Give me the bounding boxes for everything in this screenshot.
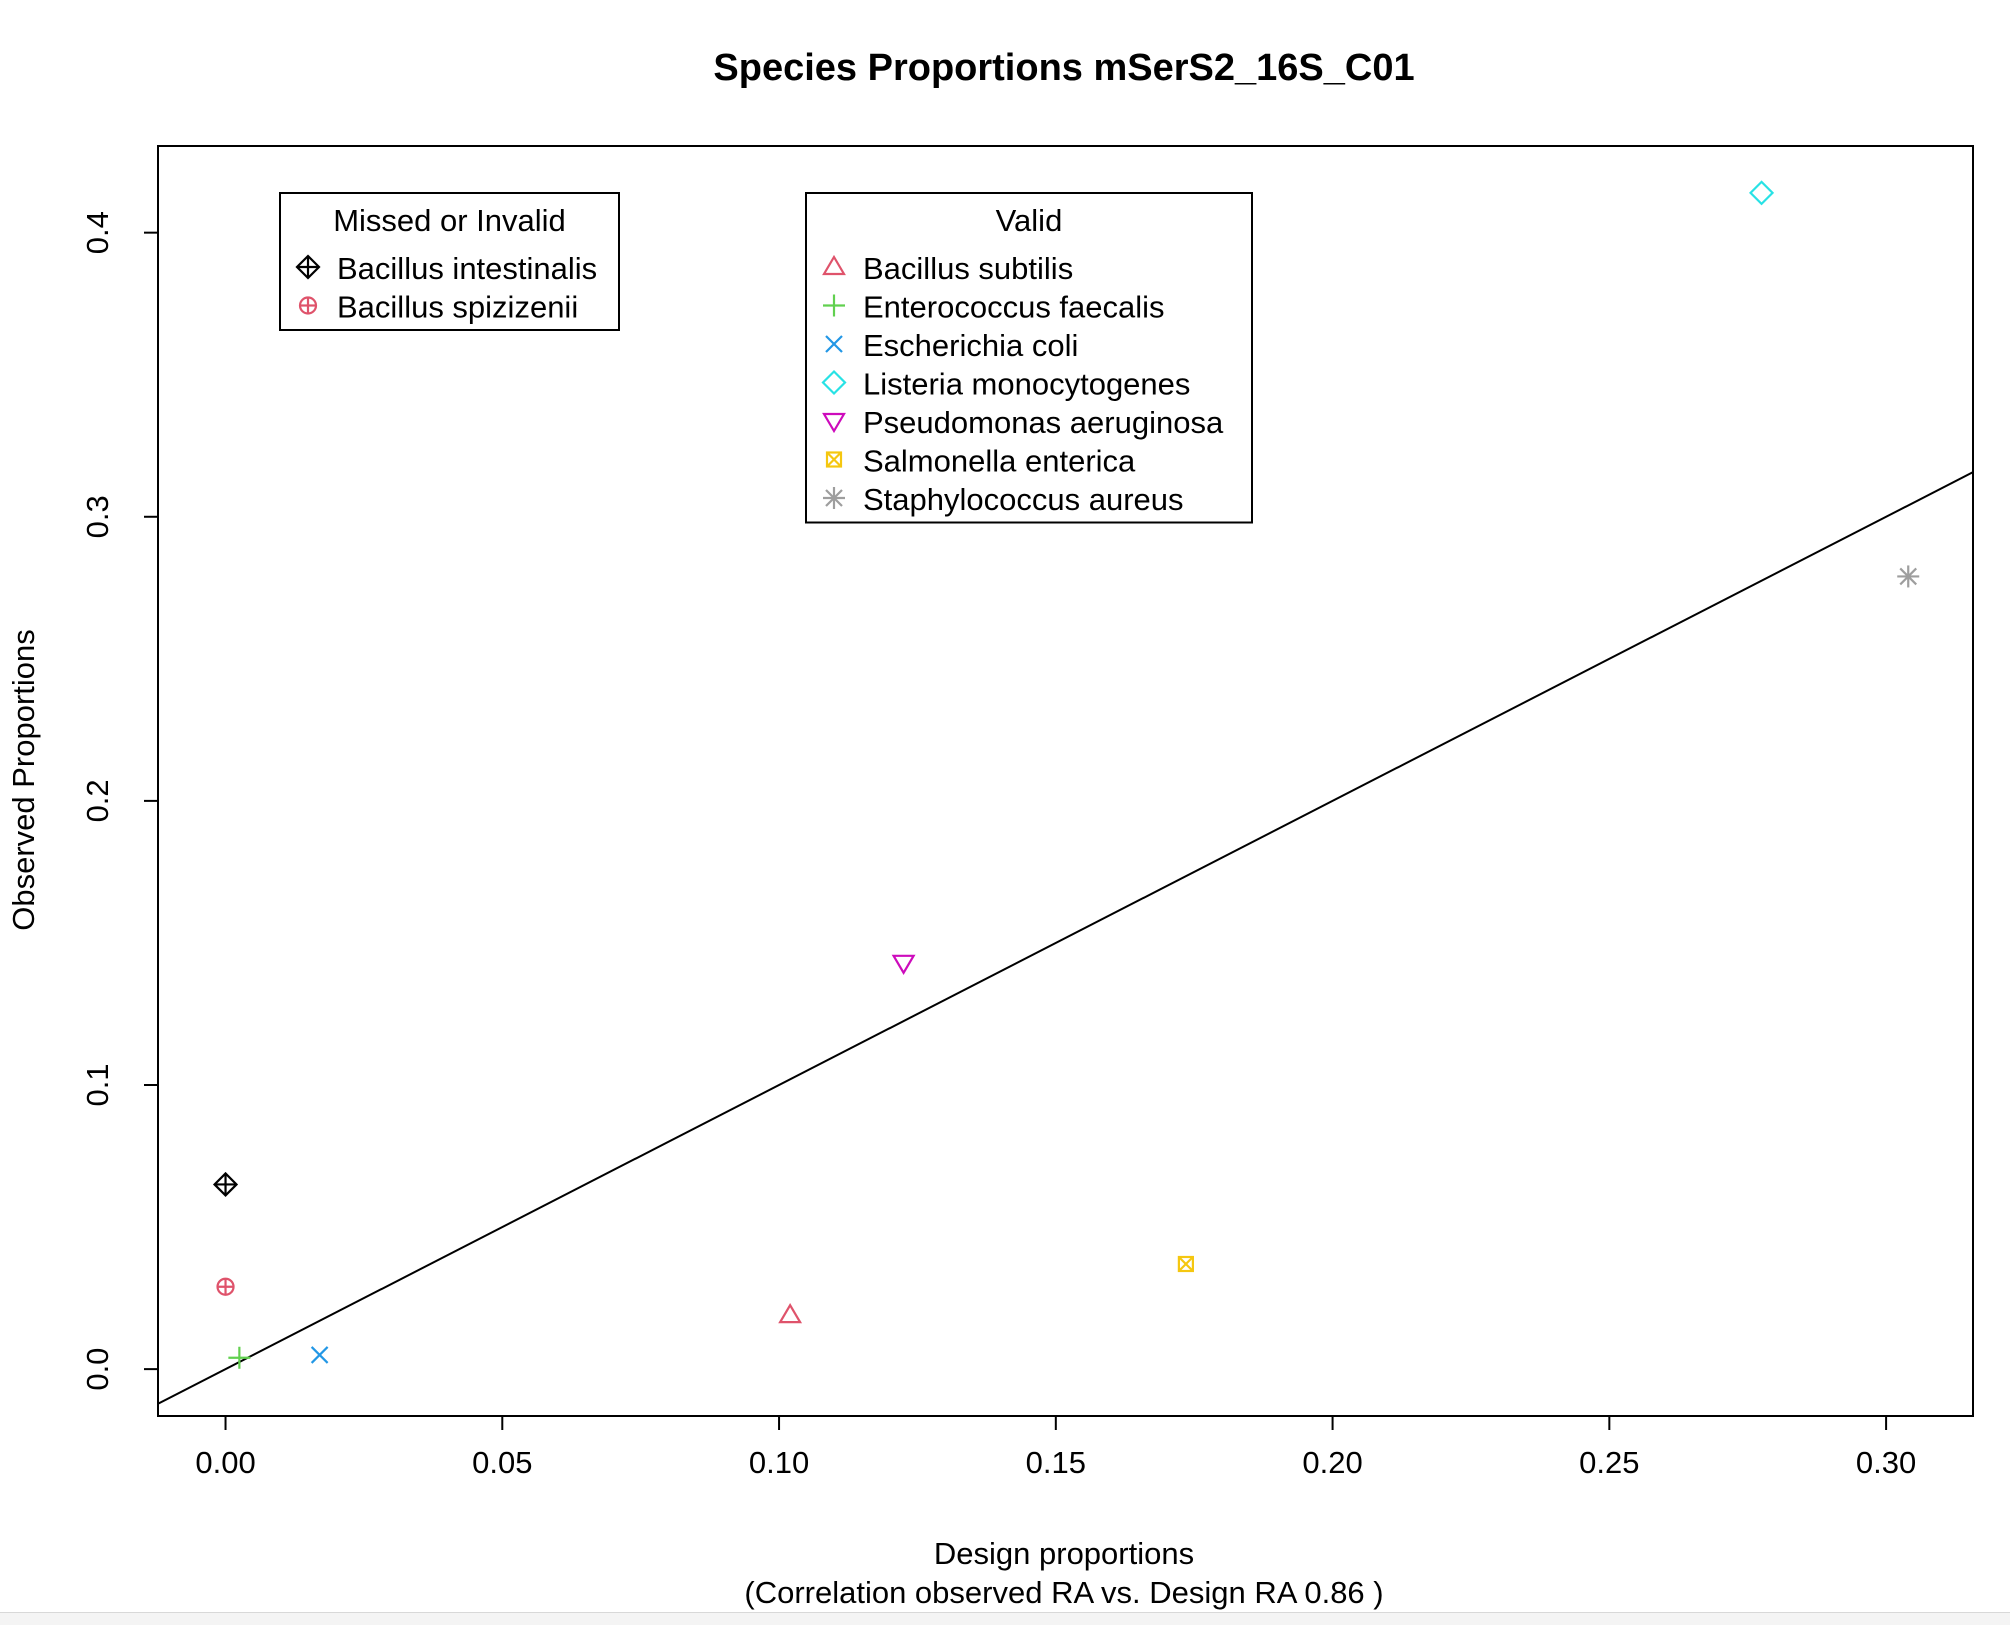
x-tick-label: 0.00 (195, 1445, 255, 1480)
legend-entry-pseudomonas-aeruginosa: Pseudomonas aeruginosa (863, 405, 1224, 440)
legend-marker-pseudomonas-aeruginosa (822, 412, 846, 434)
legend-marker-bacillus-spizizenii (298, 296, 318, 315)
legend-entry-listeria-monocytogenes: Listeria monocytogenes (863, 367, 1190, 402)
legend-marker-staphylococcus-aureus-stroke (825, 489, 843, 507)
x-tick-label: 0.10 (749, 1445, 809, 1480)
legend-marker-salmonella-enterica (825, 451, 843, 468)
legend-valid: Valid Bacillus subtilis Enterococcus faeca… (805, 192, 1253, 524)
data-point-bacillus-subtilis-shape (778, 1302, 803, 1324)
y-tick-label: 0.2 (80, 779, 115, 822)
data-point-pseudomonas-aeruginosa-shape (891, 954, 916, 976)
legend-entry-escherichia-coli: Escherichia coli (863, 328, 1078, 363)
legend-entry-bacillus-intestinalis: Bacillus intestinalis (337, 251, 597, 286)
data-point-staphylococcus-aureus (1897, 565, 1920, 588)
data-point-salmonella-enterica-shape (1177, 1255, 1194, 1273)
data-point-listeria-monocytogenes-shape (1748, 180, 1775, 206)
legend-marker-enterococcus-faecalis (823, 294, 845, 317)
legend-marker-salmonella-enterica-shape (825, 451, 843, 468)
x-tick-label: 0.20 (1302, 1445, 1362, 1480)
window-bottom-edge (0, 1612, 2010, 1625)
data-point-staphylococcus-aureus-stroke (1899, 567, 1918, 586)
data-point-listeria-monocytogenes (1748, 180, 1775, 206)
legend-entry-bacillus-subtilis: Bacillus subtilis (863, 251, 1073, 286)
data-point-bacillus-spizizenii (216, 1277, 235, 1296)
data-point-pseudomonas-aeruginosa (891, 954, 916, 976)
data-point-enterococcus-faecalis (228, 1346, 251, 1369)
data-point-escherichia-coli (310, 1346, 329, 1364)
legend-entry-staphylococcus-aureus: Staphylococcus aureus (863, 482, 1184, 517)
x-axis-sublabel: (Correlation observed RA vs. Design RA 0… (744, 1575, 1383, 1610)
legend-marker-escherichia-coli-stroke (825, 335, 843, 353)
x-tick-label: 0.25 (1579, 1445, 1639, 1480)
legend-entry-salmonella-enterica: Salmonella enterica (863, 444, 1136, 479)
y-tick-label: 0.3 (80, 495, 115, 538)
data-point-bacillus-intestinalis (212, 1171, 239, 1198)
plot-layer: 0.00 0.05 0.10 0.15 0.20 0.25 0.30 0.0 0.1 0.2 0.3… (80, 145, 1974, 1480)
legend-marker-bacillus-subtilis-shape (822, 254, 846, 276)
x-tick-label: 0.30 (1856, 1445, 1916, 1480)
data-point-salmonella-enterica-stroke (1178, 1256, 1194, 1272)
legend-missed-or-invalid: Missed or Invalid Bacillus intestinalis Ba… (279, 192, 620, 331)
legend-marker-bacillus-intestinalis (295, 254, 321, 280)
chart-title: Species Proportions mSerS2_16S_C01 (713, 47, 1414, 89)
x-tick-label: 0.15 (1026, 1445, 1086, 1480)
data-point-bacillus-subtilis (778, 1302, 803, 1324)
legend-marker-listeria-monocytogenes-shape (821, 369, 847, 396)
reference-line (158, 471, 1973, 1405)
legend-title: Valid (996, 203, 1063, 238)
data-point-salmonella-enterica (1177, 1255, 1194, 1273)
y-tick-label: 0.0 (80, 1348, 115, 1391)
legend-box (805, 192, 1253, 524)
data-point-escherichia-coli-stroke (310, 1346, 329, 1364)
y-tick-label: 0.1 (80, 1063, 115, 1106)
y-axis-label: Observed Proportions (6, 629, 41, 931)
legend-marker-pseudomonas-aeruginosa-shape (822, 412, 846, 434)
legend-marker-staphylococcus-aureus (823, 487, 845, 509)
legend-marker-listeria-monocytogenes (821, 369, 847, 396)
y-tick-label: 0.4 (80, 211, 115, 254)
x-tick-label: 0.05 (472, 1445, 532, 1480)
x-axis-label: Design proportions (934, 1536, 1194, 1571)
legend-box (279, 192, 620, 331)
legend-title: Missed or Invalid (333, 203, 566, 238)
legend-marker-bacillus-subtilis (822, 254, 846, 276)
legend-entry-enterococcus-faecalis: Enterococcus faecalis (863, 290, 1165, 325)
legend-marker-salmonella-enterica-stroke (826, 451, 842, 468)
legend-marker-escherichia-coli (825, 335, 843, 353)
legend-entry-bacillus-spizizenii: Bacillus spizizenii (337, 290, 578, 325)
